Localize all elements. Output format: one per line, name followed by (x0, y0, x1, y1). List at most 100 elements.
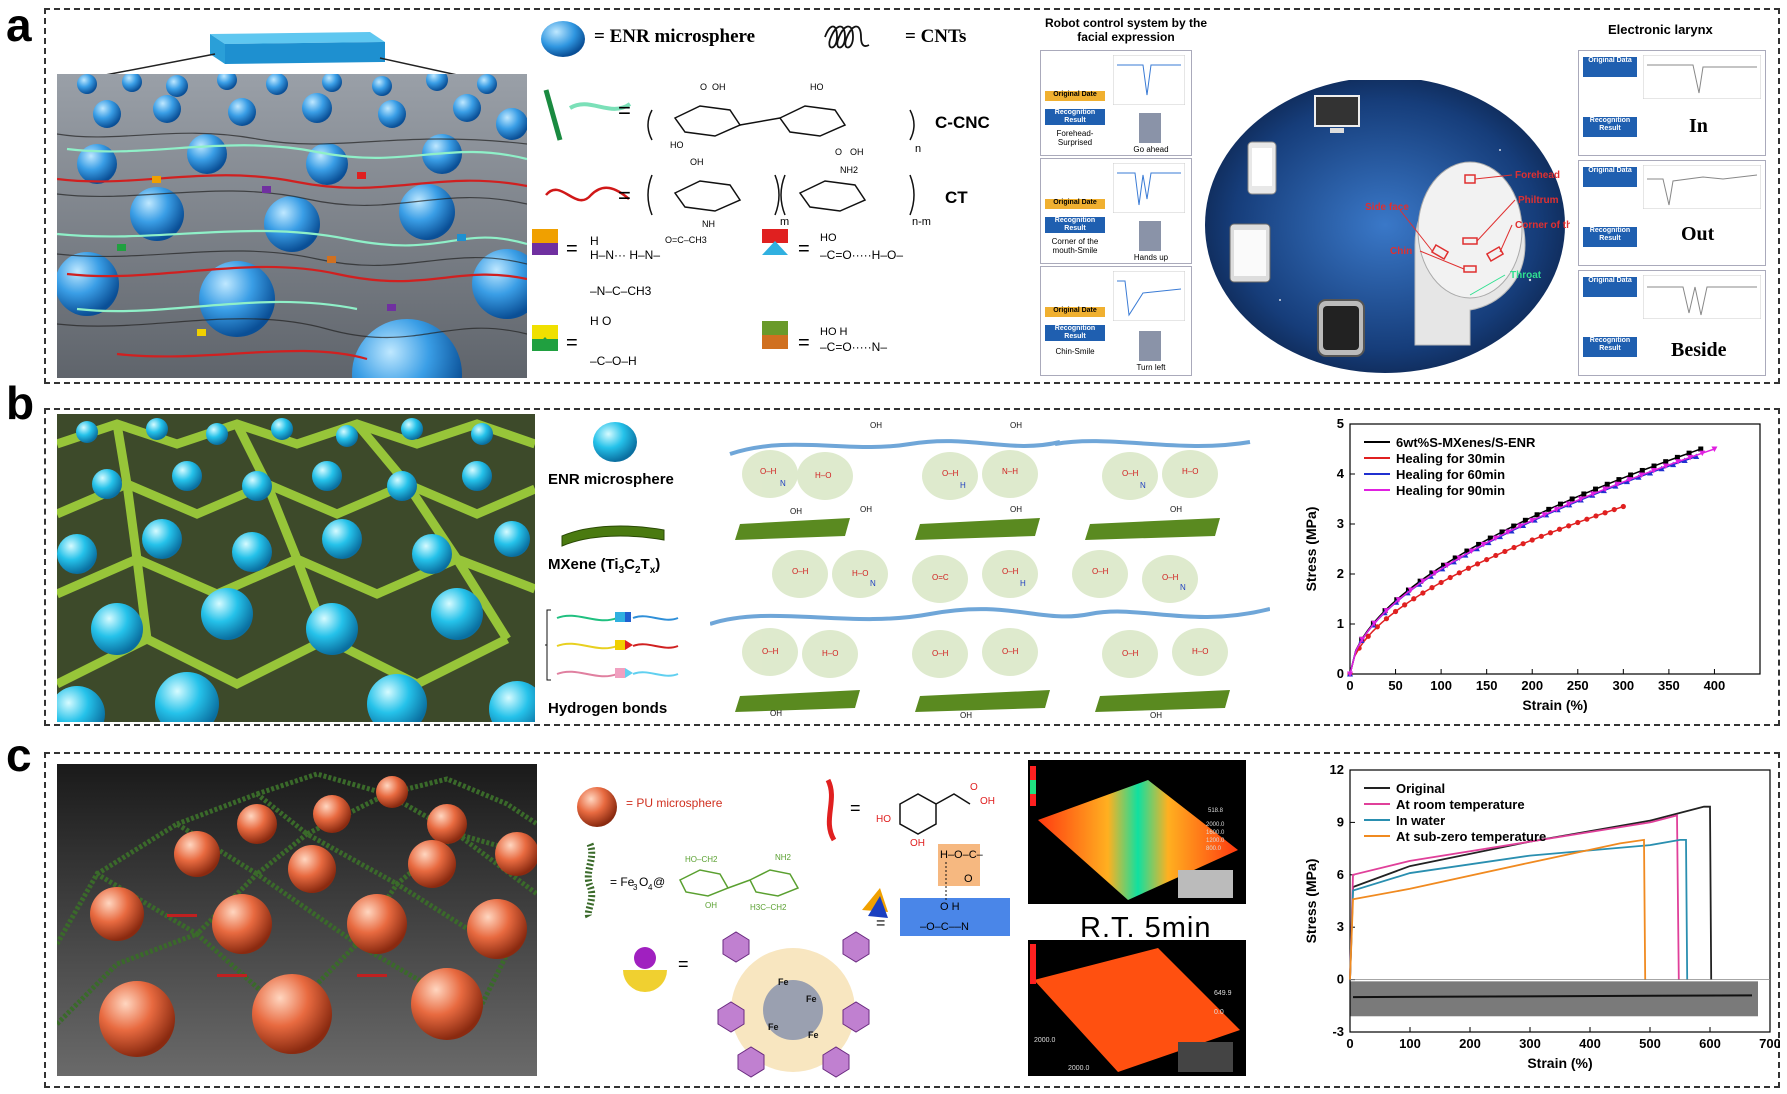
svg-text:@: @ (653, 875, 665, 889)
svg-text:OH: OH (1150, 711, 1162, 720)
series-3-point-0 (1347, 671, 1353, 677)
larynx-original-data-2[interactable]: Original Data (1583, 167, 1637, 187)
svg-text:H–O–C–: H–O–C– (940, 849, 984, 861)
series-1-point-60 (1620, 503, 1626, 510)
enr-microsphere-symbol (541, 21, 585, 57)
series-3-point-10 (1407, 587, 1414, 594)
larynx-original-data-1[interactable]: Original Data (1583, 57, 1637, 77)
series-0-point-18 (1452, 555, 1458, 561)
original-date-button-3[interactable]: Original Date (1045, 307, 1105, 317)
svg-text:800.0: 800.0 (1206, 846, 1222, 852)
series-1-point-12 (1402, 602, 1408, 608)
y-tick-label-2: 2 (1337, 566, 1344, 581)
series-3-point-36 (1565, 501, 1572, 508)
x-tick-label-5: 500 (1639, 1036, 1661, 1051)
series-3-point-8 (1395, 597, 1402, 603)
x-tick-label-2: 100 (1430, 678, 1452, 693)
svg-text:O–H: O–H (932, 649, 949, 658)
x-tick-label-8: 400 (1704, 678, 1726, 693)
series-0-point-24 (1487, 535, 1493, 541)
svg-text:OH: OH (1010, 421, 1022, 430)
inset-photo (1350, 981, 1758, 1017)
signal-plot-2 (1113, 163, 1185, 213)
series-0-point-46 (1616, 477, 1622, 483)
series-2-point-60 (1693, 453, 1700, 459)
panel-label-a: a (6, 0, 32, 51)
svg-text:OH: OH (910, 838, 925, 849)
robot-action-2: Hands up (1133, 253, 1169, 262)
series-1-point-58 (1611, 506, 1617, 513)
series-0-point-20 (1464, 548, 1470, 554)
original-date-button-1[interactable]: Original Date (1045, 91, 1105, 101)
series-3-point-28 (1517, 523, 1524, 530)
svg-text:Fe: Fe (778, 977, 789, 987)
series-0-point-36 (1557, 501, 1563, 507)
svg-text:H–O: H–O (822, 649, 838, 658)
mxene-sheet-symbol (561, 525, 665, 547)
series-0-point-38 (1569, 496, 1575, 502)
svg-text:649.9: 649.9 (1214, 990, 1232, 997)
svg-text:=: = (566, 238, 578, 260)
svg-text:=: = (798, 332, 810, 354)
larynx-recognition-2[interactable]: Recognition Result (1583, 227, 1637, 247)
original-date-button-2[interactable]: Original Date (1045, 199, 1105, 209)
svg-text:Fe: Fe (806, 994, 817, 1004)
series-0-point-54 (1663, 459, 1669, 465)
series-1-point-40 (1529, 537, 1535, 543)
larynx-word-2: Out (1681, 223, 1715, 245)
svg-text:HO–CH2: HO–CH2 (685, 855, 718, 864)
pu-microsphere-symbol (577, 787, 617, 827)
mxene-enr-network-illustration (57, 414, 535, 722)
larynx-original-data-3[interactable]: Original Data (1583, 277, 1637, 297)
series-3-point-58 (1699, 450, 1706, 457)
cnt-coil-symbol (824, 25, 870, 49)
larynx-window-1: Original Data Recognition Result In (1578, 50, 1766, 156)
svg-text:H–N··· H–N–: H–N··· H–N– (590, 248, 660, 262)
svg-text:O–H: O–H (1122, 649, 1139, 658)
y-tick-label-4: 4 (1337, 466, 1345, 481)
series-3-point-30 (1529, 517, 1536, 524)
series-0-point-44 (1604, 481, 1610, 487)
series-2-point-58 (1681, 457, 1688, 464)
series-1-point-14 (1411, 596, 1417, 602)
svg-text:O–H: O–H (1162, 573, 1179, 582)
svg-text:O=C: O=C (932, 573, 949, 582)
svg-text:H O: H O (590, 314, 611, 328)
svg-text:=: = (678, 954, 689, 974)
series-3-point-32 (1541, 512, 1548, 518)
panel-label-c: c (6, 729, 32, 781)
signal-plot-1 (1113, 55, 1185, 105)
fe-catechol-complex: = Fe Fe Fe Fe (623, 931, 870, 1078)
x-tick-label-1: 50 (1388, 678, 1402, 693)
svg-text:O–H: O–H (1002, 567, 1019, 576)
series-0-point-42 (1593, 486, 1599, 492)
series-2-point-52 (1647, 469, 1654, 476)
svg-text:OH: OH (1170, 505, 1182, 514)
pu-microsphere-label: = PU microsphere (626, 796, 723, 810)
recognition-result-button-1[interactable]: Recognition Result (1045, 109, 1105, 125)
larynx-recognition-1[interactable]: Recognition Result (1583, 117, 1637, 137)
larynx-recognition-3[interactable]: Recognition Result (1583, 337, 1637, 357)
recognition-result-button-3[interactable]: Recognition Result (1045, 325, 1105, 341)
series-0-point-10 (1405, 587, 1411, 593)
svg-text:OH: OH (790, 507, 802, 516)
series-0-point-16 (1441, 562, 1447, 568)
svg-text:O: O (700, 82, 707, 92)
svg-text:O–H: O–H (1002, 647, 1019, 656)
svg-text:4: 4 (648, 883, 653, 892)
svg-text:=: = (798, 238, 810, 260)
series-3-point-54 (1675, 459, 1681, 465)
recognition-result-button-2[interactable]: Recognition Result (1045, 217, 1105, 233)
svg-text:OH: OH (705, 901, 717, 910)
recognition-text-1: Forehead-Surprised (1056, 129, 1094, 147)
series-line-1 (1349, 505, 1624, 675)
series-1-point-48 (1566, 523, 1572, 529)
series-3-point-20 (1468, 548, 1475, 555)
series-1-point-56 (1602, 510, 1608, 516)
signal-plot-3 (1113, 271, 1185, 321)
monitor-icon (1314, 95, 1360, 127)
robot-window-2: Original Date Recognition Result Corner … (1040, 158, 1192, 264)
cnts-label: = CNTs (905, 26, 967, 47)
svg-text:H: H (960, 481, 966, 490)
series-1-point-24 (1456, 570, 1462, 576)
